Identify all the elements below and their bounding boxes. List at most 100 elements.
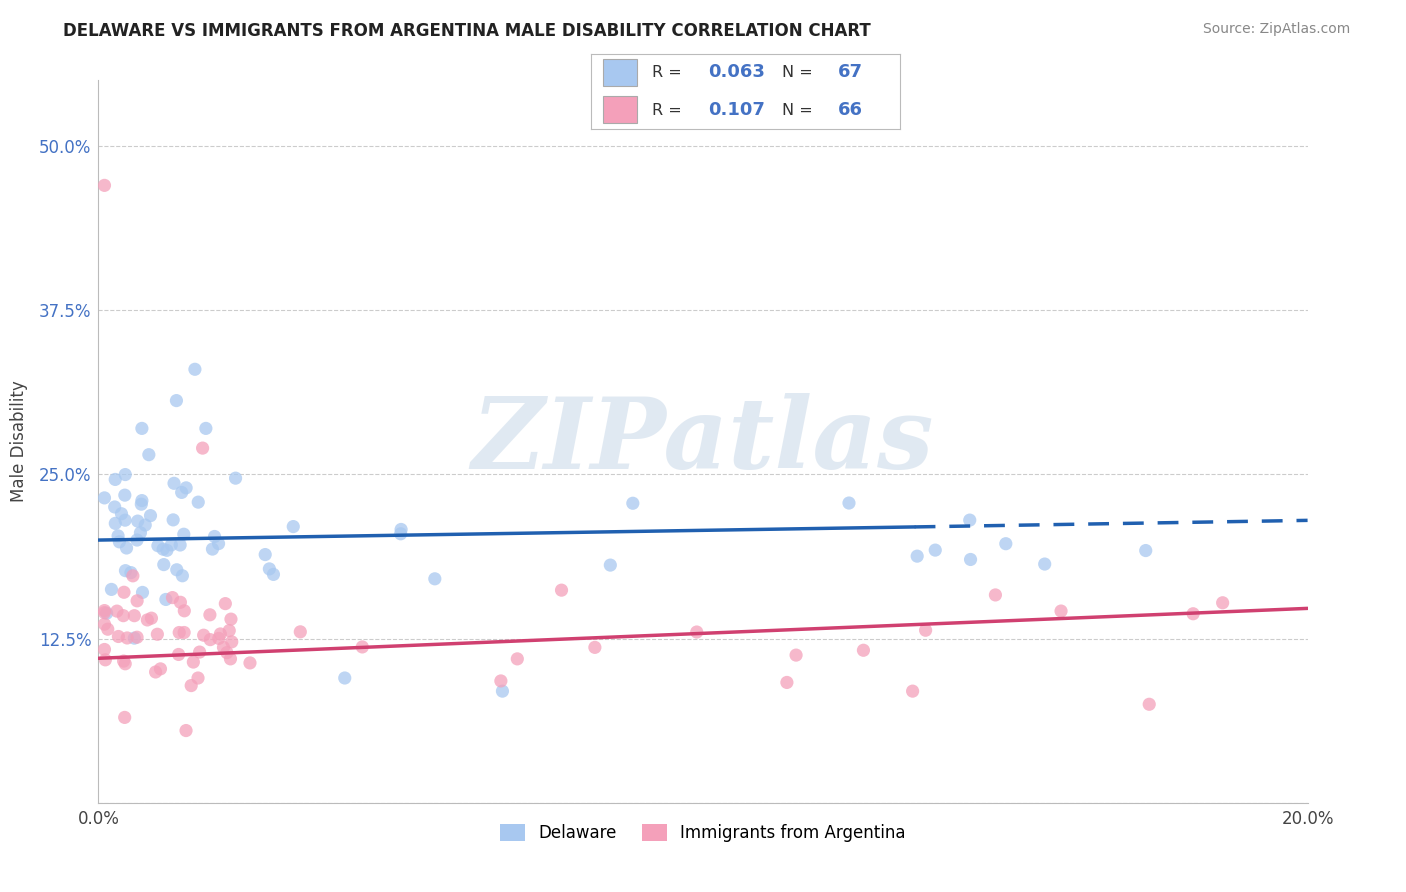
Point — [173, 604, 195, 618]
Point — [125, 630, 148, 644]
Point — [1135, 543, 1157, 558]
Point — [174, 723, 197, 738]
Point — [115, 631, 138, 645]
Point — [131, 493, 153, 508]
Point — [127, 594, 149, 608]
Point — [785, 648, 807, 662]
Y-axis label: Male Disability: Male Disability — [10, 381, 28, 502]
Point — [138, 448, 160, 462]
Point — [198, 607, 221, 622]
Point — [1182, 607, 1205, 621]
Point — [905, 549, 928, 563]
Point — [104, 516, 127, 531]
Point — [134, 518, 156, 533]
Point — [145, 665, 167, 679]
Text: 0.063: 0.063 — [709, 63, 765, 81]
Point — [114, 710, 136, 724]
Point — [174, 481, 197, 495]
Point — [167, 625, 190, 640]
Point — [124, 631, 146, 645]
Point — [283, 519, 305, 533]
Point — [112, 608, 135, 623]
Text: 0.107: 0.107 — [709, 102, 765, 120]
Point — [107, 529, 129, 543]
Point — [262, 567, 284, 582]
Point — [172, 568, 194, 582]
Point — [166, 563, 188, 577]
Point — [506, 652, 529, 666]
Point — [187, 495, 209, 509]
Point — [110, 507, 132, 521]
Point — [114, 564, 136, 578]
Point — [489, 673, 512, 688]
Point — [207, 536, 229, 550]
Point — [423, 572, 446, 586]
Point — [180, 679, 202, 693]
Point — [259, 562, 281, 576]
Point — [239, 656, 262, 670]
Text: N =: N = — [782, 65, 818, 80]
Point — [686, 625, 709, 640]
Point — [139, 508, 162, 523]
Point — [104, 472, 127, 486]
Point — [550, 583, 572, 598]
Point — [193, 628, 215, 642]
Point — [93, 491, 115, 505]
Point — [188, 645, 211, 659]
Point — [93, 642, 115, 657]
Point — [852, 643, 875, 657]
Point — [127, 514, 149, 528]
Point — [200, 632, 222, 647]
Point — [163, 476, 186, 491]
Point — [183, 655, 205, 669]
Point — [924, 543, 946, 558]
Point — [994, 537, 1017, 551]
Point — [170, 485, 193, 500]
Point — [169, 595, 191, 609]
Point — [120, 566, 142, 580]
Point — [208, 632, 231, 646]
Point — [129, 525, 152, 540]
Point — [173, 625, 195, 640]
Point — [141, 611, 163, 625]
Point — [93, 617, 115, 632]
Legend: Delaware, Immigrants from Argentina: Delaware, Immigrants from Argentina — [494, 817, 912, 848]
Text: DELAWARE VS IMMIGRANTS FROM ARGENTINA MALE DISABILITY CORRELATION CHART: DELAWARE VS IMMIGRANTS FROM ARGENTINA MA… — [63, 22, 872, 40]
Text: Source: ZipAtlas.com: Source: ZipAtlas.com — [1202, 22, 1350, 37]
Point — [333, 671, 356, 685]
Point — [97, 622, 120, 636]
Point — [152, 558, 174, 572]
Point — [1050, 604, 1073, 618]
Point — [389, 526, 412, 541]
Point — [93, 606, 115, 620]
Point — [112, 585, 135, 599]
Point — [215, 646, 238, 660]
Point — [114, 467, 136, 482]
Point — [838, 496, 860, 510]
Point — [583, 640, 606, 655]
Point — [93, 604, 115, 618]
Point — [96, 606, 118, 620]
Point — [212, 640, 235, 655]
FancyBboxPatch shape — [603, 59, 637, 87]
Point — [959, 552, 981, 566]
Point — [218, 624, 240, 638]
Point — [162, 513, 184, 527]
Point — [114, 488, 136, 502]
Point — [162, 591, 184, 605]
Point — [914, 624, 936, 638]
Point — [125, 533, 148, 547]
Point — [131, 497, 153, 511]
Point — [122, 569, 145, 583]
Point — [173, 527, 195, 541]
Point — [93, 178, 115, 193]
Point — [491, 684, 513, 698]
Text: ZIPatlas: ZIPatlas — [472, 393, 934, 490]
Point — [254, 548, 277, 562]
Point — [152, 542, 174, 557]
Point — [165, 393, 187, 408]
Text: R =: R = — [652, 65, 688, 80]
Point — [219, 612, 242, 626]
Point — [131, 585, 153, 599]
Point — [187, 671, 209, 685]
